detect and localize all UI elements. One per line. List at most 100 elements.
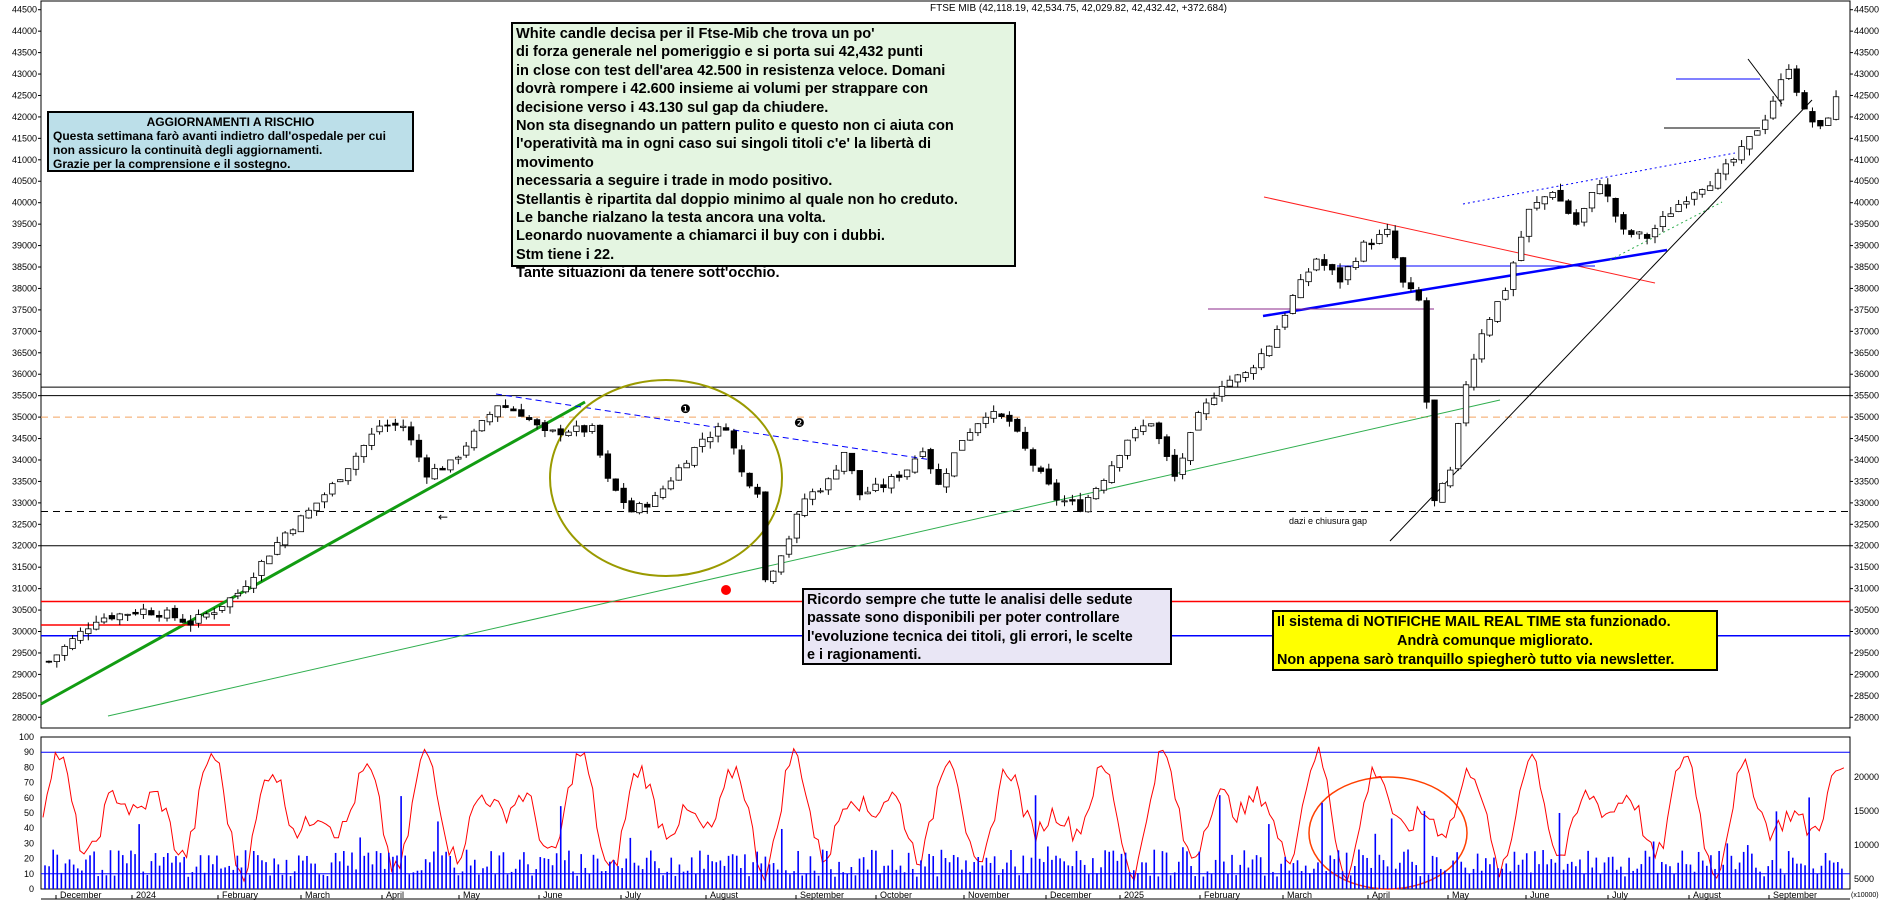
candle-body [581, 425, 588, 433]
candle-body [1108, 465, 1115, 483]
candle-body [777, 555, 785, 573]
candle-body [156, 614, 163, 618]
price-tick-label-right: 28500 [1854, 691, 1879, 701]
candle-body [226, 597, 234, 608]
price-tick-label-left: 38500 [12, 262, 37, 272]
candle-body [691, 447, 698, 466]
price-tick-label-left: 44500 [12, 5, 37, 15]
candle-body [518, 409, 525, 417]
price-tick-label-right: 37500 [1854, 305, 1879, 315]
price-tick-label-right: 44500 [1854, 5, 1879, 15]
month-label: October [880, 890, 912, 900]
volume-tick-label: 5000 [1854, 874, 1874, 884]
price-tick-label-left: 41000 [12, 155, 37, 165]
candle-body [470, 430, 478, 449]
price-tick-label-right: 38000 [1854, 283, 1879, 293]
candle-body [313, 502, 320, 512]
candle-body [809, 491, 816, 500]
candle-body [1077, 499, 1084, 512]
price-tick-label-right: 43500 [1854, 48, 1879, 58]
candle-body [250, 576, 257, 589]
candle-body [400, 425, 407, 428]
month-label: 2024 [136, 890, 156, 900]
candle-body [455, 456, 462, 460]
annotation-marker-2: ❷ [794, 416, 805, 430]
candle-body [447, 459, 454, 471]
candle-body [1352, 261, 1359, 268]
oscillator-tick-label: 90 [24, 747, 34, 757]
price-tick-label-left: 32500 [12, 519, 37, 529]
candle-body [825, 478, 832, 491]
candle-body [1045, 468, 1052, 485]
candle-body [1407, 282, 1415, 290]
oscillator-tick-label: 0 [29, 884, 34, 894]
oscillator-line [42, 746, 1845, 883]
candle-body [1533, 202, 1541, 209]
comment-line: in close con test dell'area 42.500 in re… [516, 62, 946, 79]
candle-body [297, 515, 305, 533]
candle-body [187, 620, 194, 626]
candle-body [1179, 457, 1186, 475]
notification-box: Il sistema di NOTIFICHE MAIL REAL TIME s… [1272, 610, 1718, 671]
candle-body [85, 628, 92, 635]
trendline-green-thin [107, 399, 1501, 717]
candle-body [1525, 208, 1533, 237]
candle-body [203, 613, 210, 618]
price-panel-border [40, 0, 1851, 729]
price-tick-label-left: 43500 [12, 48, 37, 58]
candle-body [1754, 130, 1761, 136]
candle-body [738, 449, 745, 473]
candle-body [1541, 196, 1548, 205]
candle-body [596, 424, 604, 456]
candle-body [1313, 258, 1320, 271]
candle-body [1746, 136, 1753, 150]
candle-body [1423, 300, 1430, 403]
price-tick-label-right: 30500 [1854, 605, 1879, 615]
candle-body [1344, 266, 1352, 281]
candle-body [45, 660, 53, 663]
price-tick-label-right: 42000 [1854, 112, 1879, 122]
candle-body [1084, 497, 1092, 513]
candle-body [699, 438, 706, 447]
candle-body [762, 491, 769, 581]
candle-body [1218, 385, 1226, 397]
candle-body [1289, 295, 1296, 314]
candle-body [423, 457, 430, 478]
candle-body [415, 439, 423, 458]
candle-body [1155, 422, 1163, 440]
price-tick-label-left: 37000 [12, 326, 37, 336]
candle-body [1486, 319, 1493, 336]
oscillator-axis: 0 10 20 30 40 50 60 70 80 90 100 [19, 732, 34, 894]
candle-body [817, 490, 824, 493]
comment-line: l'operatività ma in ogni caso sui singol… [516, 136, 932, 171]
comment-line: necessaria a seguire i trade in modo pos… [516, 173, 833, 190]
risk-notice-line: non assicuro la continuità degli aggiorn… [53, 143, 323, 157]
price-tick-label-right: 33500 [1854, 476, 1879, 486]
candle-body [659, 488, 667, 498]
candle-body [211, 612, 218, 615]
month-label: May [463, 890, 481, 900]
candle-body [439, 467, 446, 471]
candle-body [384, 424, 391, 427]
month-label: February [1204, 890, 1241, 900]
candle-body [770, 570, 777, 583]
candle-body [1140, 425, 1147, 432]
price-tick-label-left: 32000 [12, 541, 37, 551]
candle-body [329, 483, 336, 495]
price-tick-label-left: 36500 [12, 348, 37, 358]
price-tick-label-left: 30500 [12, 605, 37, 615]
candle-body [620, 487, 627, 503]
price-tick-label-right: 33000 [1854, 498, 1879, 508]
candle-body [1069, 499, 1076, 502]
month-label: July [625, 890, 642, 900]
candle-body [880, 484, 887, 488]
candle-body [344, 468, 352, 482]
month-label: August [710, 890, 739, 900]
candle-body [974, 423, 982, 434]
price-tick-label-right: 28000 [1854, 712, 1879, 722]
oscillator-tick-label: 40 [24, 823, 34, 833]
candle-body [1029, 449, 1037, 466]
price-tick-label-right: 31000 [1854, 584, 1879, 594]
candle-body [1037, 467, 1045, 472]
